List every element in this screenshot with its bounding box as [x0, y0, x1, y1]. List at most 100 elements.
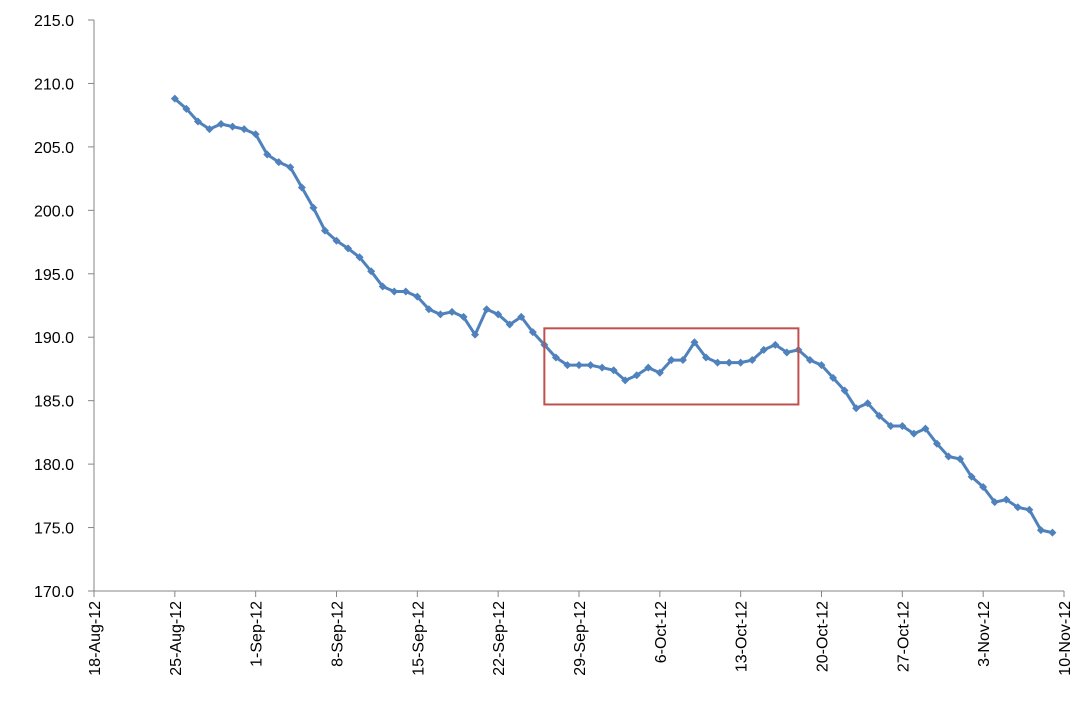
data-point: [921, 424, 930, 433]
x-tick-label: 29-Sep-12: [572, 601, 589, 676]
data-point: [690, 338, 699, 347]
data-point: [678, 356, 687, 365]
data-point: [170, 94, 179, 103]
data-point: [1036, 526, 1045, 535]
data-point: [1048, 528, 1057, 537]
data-point: [875, 411, 884, 420]
x-tick-label: 3-Nov-12: [976, 601, 993, 667]
data-point: [274, 158, 283, 167]
data-point: [632, 371, 641, 380]
x-tick-label: 18-Aug-12: [87, 601, 104, 676]
data-point: [621, 376, 630, 385]
data-point: [205, 125, 214, 134]
x-tick-label: 15-Sep-12: [410, 601, 427, 676]
data-point: [494, 310, 503, 319]
axes: [93, 20, 1064, 592]
y-axis-ticks: 170.0 175.0 180.0 185.0 190.0 195.0 200.0 205.0…: [34, 13, 94, 601]
data-point: [898, 422, 907, 431]
y-tick-label: 215.0: [34, 13, 74, 30]
data-point: [193, 117, 202, 126]
data-point: [575, 361, 583, 370]
y-tick-label: 180.0: [34, 457, 74, 474]
data-point: [390, 287, 399, 296]
y-tick-label: 200.0: [34, 203, 74, 220]
y-tick-label: 170.0: [34, 584, 74, 601]
data-point: [286, 163, 295, 172]
data-point: [748, 356, 757, 365]
highlight-layer: [543, 327, 800, 406]
y-tick-label: 195.0: [34, 267, 74, 284]
x-tick-label: 8-Sep-12: [330, 601, 347, 667]
data-point: [586, 361, 595, 370]
data-point: [459, 312, 468, 321]
series-layer: [170, 94, 1057, 537]
data-point: [378, 282, 387, 291]
data-point: [367, 267, 376, 276]
data-point: [852, 404, 861, 413]
data-point: [644, 363, 653, 372]
data-point: [909, 429, 918, 438]
data-point: [667, 356, 676, 365]
data-point: [447, 307, 456, 316]
data-point: [251, 130, 260, 139]
data-point: [817, 361, 826, 370]
data-point: [482, 305, 491, 314]
data-point: [782, 348, 791, 357]
data-point: [886, 422, 895, 431]
x-axis-ticks: 18-Aug-12 25-Aug-12 1-Sep-12 8-Sep-12 15-Sep…: [87, 591, 1074, 676]
data-point: [528, 328, 537, 337]
data-point: [401, 287, 410, 296]
data-point: [551, 353, 560, 362]
data-point: [1002, 495, 1011, 504]
data-point: [344, 244, 353, 253]
data-point: [424, 305, 433, 314]
data-point: [805, 356, 814, 365]
data-point: [829, 373, 838, 382]
data-point: [436, 310, 445, 319]
data-point: [263, 150, 272, 159]
data-point: [297, 183, 306, 192]
y-tick-label: 175.0: [34, 521, 74, 538]
data-point: [471, 330, 480, 339]
data-point: [609, 366, 618, 375]
x-tick-label: 1-Sep-12: [249, 601, 266, 667]
y-tick-label: 210.0: [34, 76, 74, 93]
data-point: [713, 358, 722, 367]
data-point: [240, 125, 249, 134]
data-point: [320, 226, 329, 235]
data-point: [182, 104, 191, 113]
data-point: [771, 340, 780, 349]
highlight-box: [543, 327, 800, 406]
data-point: [863, 399, 872, 408]
data-point: [563, 361, 572, 370]
y-tick-label: 185.0: [34, 394, 74, 411]
data-point: [736, 358, 745, 367]
y-tick-label: 190.0: [34, 330, 74, 347]
x-tick-label: 6-Oct-12: [653, 601, 670, 663]
x-tick-label: 10-Nov-12: [1057, 601, 1074, 676]
data-point: [759, 345, 768, 354]
data-point: [598, 363, 607, 372]
data-point: [1025, 505, 1034, 514]
data-point: [228, 122, 237, 131]
x-tick-label: 27-Oct-12: [895, 601, 912, 672]
data-point: [655, 368, 664, 377]
data-point: [1013, 503, 1022, 512]
data-point: [309, 203, 318, 212]
series-line: [173, 97, 1053, 535]
x-tick-label: 25-Aug-12: [168, 601, 185, 676]
x-tick-label: 13-Oct-12: [734, 601, 751, 672]
x-tick-label: 20-Oct-12: [815, 601, 832, 672]
data-point: [413, 292, 422, 301]
data-point: [979, 482, 988, 491]
data-point: [355, 253, 364, 262]
data-point: [932, 439, 941, 448]
data-point: [840, 386, 849, 395]
data-point: [944, 452, 953, 461]
data-point: [332, 236, 341, 245]
data-point: [725, 358, 734, 367]
y-tick-label: 205.0: [34, 140, 74, 157]
data-point: [967, 472, 976, 481]
data-point: [217, 120, 226, 129]
